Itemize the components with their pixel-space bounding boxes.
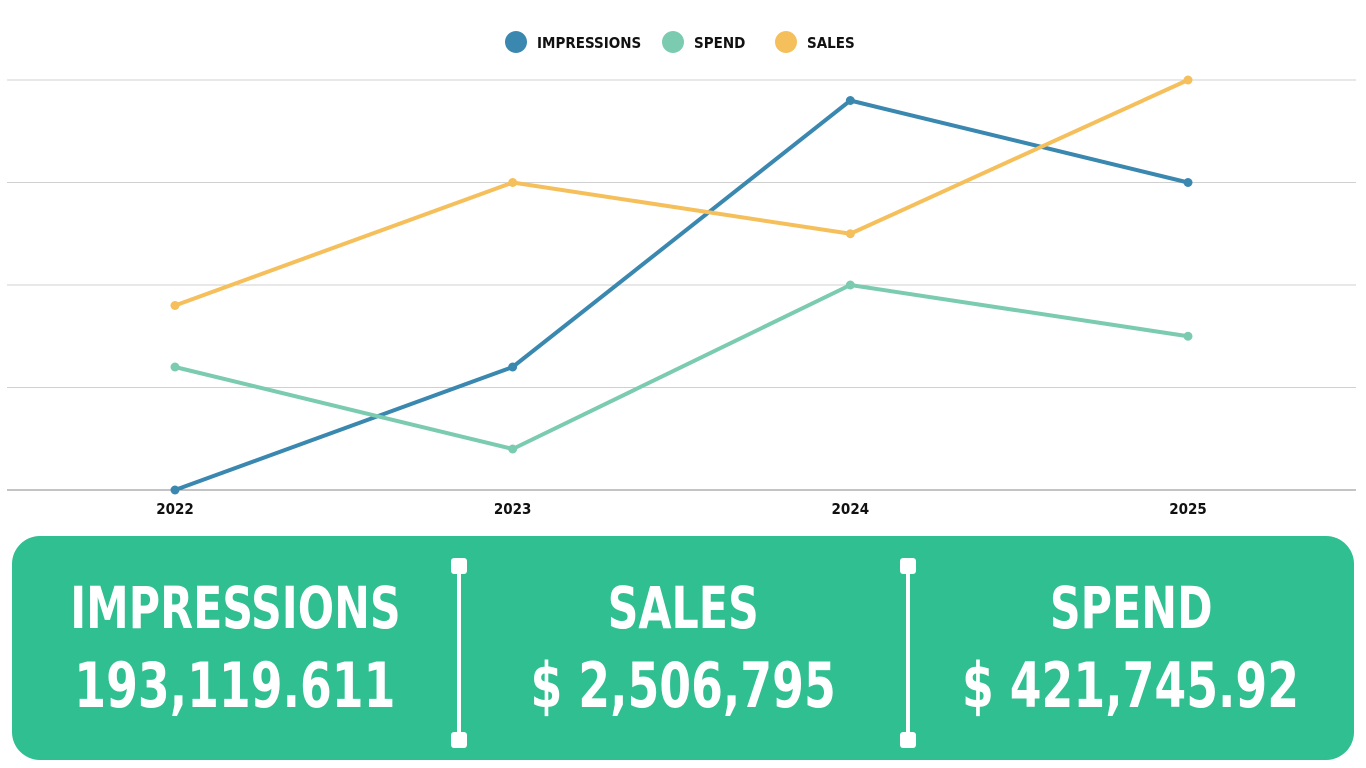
legend-swatch xyxy=(505,31,527,53)
legend-swatch xyxy=(775,31,797,53)
legend-label: SALES xyxy=(807,34,855,52)
x-axis-ticks: 2022 2023 2024 2025 xyxy=(156,500,1207,518)
data-point-spend xyxy=(508,444,518,454)
stat-impressions-value: 193,119.611 xyxy=(74,649,396,722)
stat-sales: SALES $ 2,506,795 xyxy=(458,536,908,760)
stat-sales-label: SALES xyxy=(607,574,759,642)
data-point-impressions xyxy=(508,362,518,372)
x-tick-label: 2024 xyxy=(832,500,870,518)
series-line-sales xyxy=(173,78,1190,308)
legend-item-spend: SPEND xyxy=(662,31,745,53)
data-point-impressions xyxy=(1183,178,1193,187)
chart-legend: IMPRESSIONS SPEND SALES xyxy=(505,31,855,53)
stat-spend: SPEND $ 421,745.92 xyxy=(908,536,1354,760)
data-point-spend xyxy=(170,362,180,372)
legend-label: IMPRESSIONS xyxy=(537,34,641,52)
stats-panel: IMPRESSIONS 193,119.611 SALES $ 2,506,79… xyxy=(12,536,1354,760)
chart-grid xyxy=(7,79,1356,491)
data-point-sales xyxy=(170,301,180,310)
stat-divider xyxy=(900,558,916,748)
series-line-impressions xyxy=(173,98,1190,492)
data-point-sales xyxy=(845,229,855,239)
data-point-impressions xyxy=(170,485,180,495)
legend-item-sales: SALES xyxy=(775,31,855,53)
legend-label: SPEND xyxy=(694,34,745,52)
legend-item-impressions: IMPRESSIONS xyxy=(505,31,641,53)
stat-divider xyxy=(451,558,467,748)
data-point-impressions xyxy=(845,96,855,105)
legend-swatch xyxy=(662,31,684,53)
data-point-spend xyxy=(1183,331,1193,341)
data-point-sales xyxy=(508,178,518,187)
data-point-sales xyxy=(1183,75,1193,85)
stat-spend-value: $ 421,745.92 xyxy=(962,649,1300,722)
stat-impressions: IMPRESSIONS 193,119.611 xyxy=(12,536,458,760)
x-tick-label: 2023 xyxy=(494,500,532,518)
x-tick-label: 2022 xyxy=(156,500,194,518)
stat-spend-label: SPEND xyxy=(1049,574,1213,642)
stat-sales-value: $ 2,506,795 xyxy=(530,649,836,722)
chart-series xyxy=(170,75,1193,495)
data-point-spend xyxy=(845,280,855,290)
stat-impressions-label: IMPRESSIONS xyxy=(69,574,401,642)
x-tick-label: 2025 xyxy=(1169,500,1207,518)
line-chart: IMPRESSIONS SPEND SALES 2022 2023 2024 2025 xyxy=(7,31,1356,518)
series-line-spend xyxy=(173,283,1190,451)
